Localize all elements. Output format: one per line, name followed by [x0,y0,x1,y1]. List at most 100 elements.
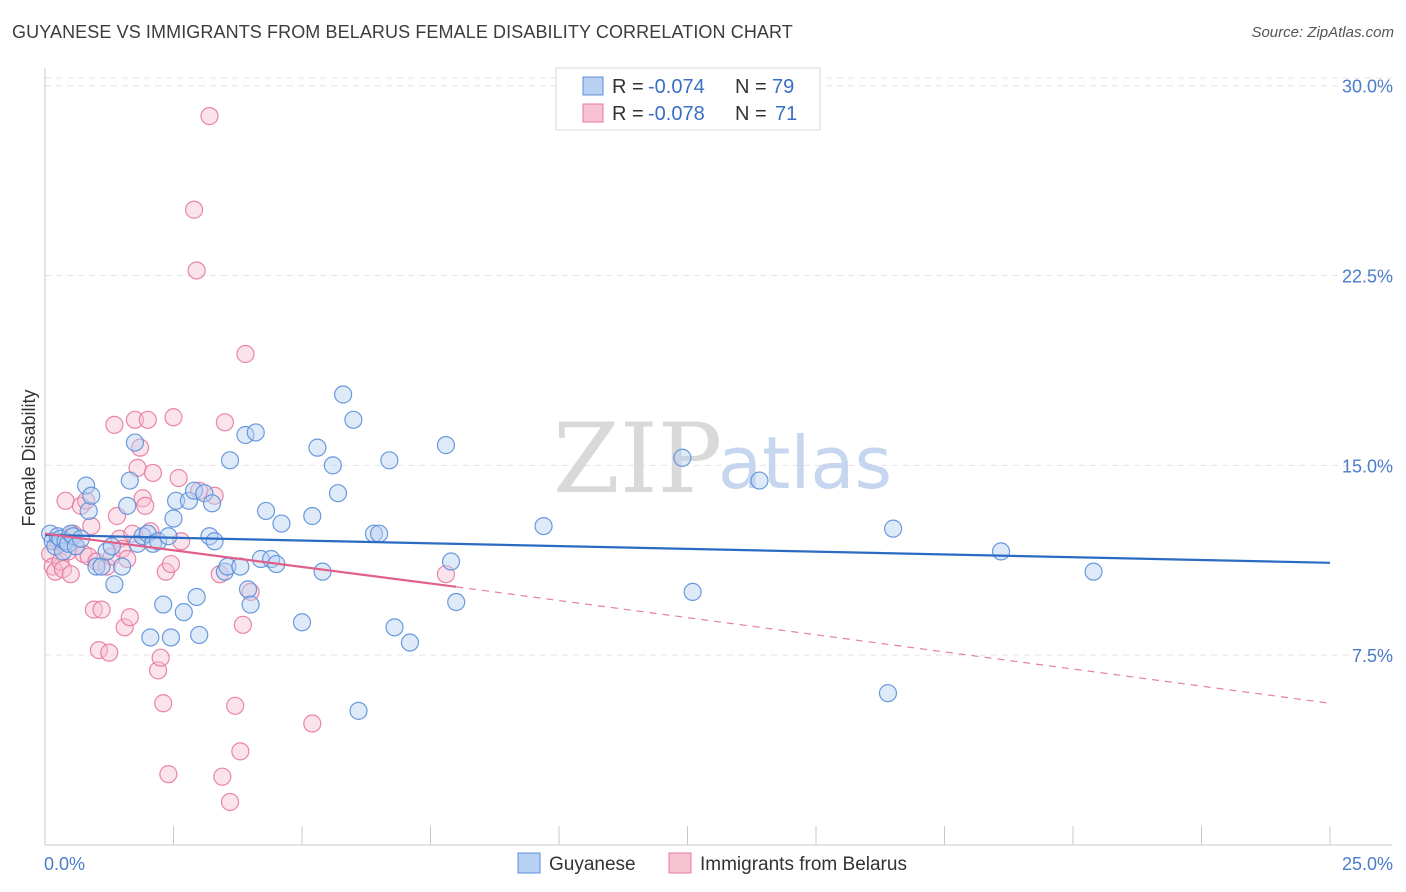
guyanese-point-51 [246,423,265,442]
guyanese-point-81 [1084,562,1103,581]
guyanese-point-71 [436,436,456,455]
belarus-point-40 [151,648,170,667]
guyanese-point-16 [92,557,111,576]
watermark-atlas: atlas [718,421,892,505]
y-tick-label-1: 15.0% [1342,456,1393,476]
guyanese-point-62 [328,484,348,503]
legend-swatch-belarus [582,103,604,123]
trend-lines [44,532,1331,704]
x-ticks [44,826,1331,845]
x-tick-label-max: 25.0% [1342,854,1393,874]
bottom-legend-label-belarus: Immigrants from Belarus [700,854,907,875]
guyanese-trend-line [44,533,1331,564]
guyanese-point-53 [256,501,276,521]
guyanese-point-70 [400,633,420,652]
belarus-point-56 [220,792,240,812]
belarus-point-36 [138,410,157,429]
guyanese-point-65 [349,701,368,720]
guyanese-point-39 [190,625,209,645]
belarus-point-61 [241,582,260,602]
belarus-point-44 [161,554,181,574]
belarus-point-27 [115,618,134,637]
x-tick-label-min: 0.0% [44,854,85,874]
guyanese-point-63 [334,385,353,404]
belarus-point-59 [233,615,252,634]
guyanese-point-27 [141,628,160,647]
belarus-point-43 [159,765,178,784]
guyanese-point-72 [441,552,461,571]
y-axis-label: Female Disability [19,389,39,526]
belarus-trend-line [44,532,457,588]
guyanese-point-57 [292,613,312,632]
belarus-point-60 [236,344,255,364]
belarus-point-38 [143,463,163,483]
belarus-point-23 [105,415,124,434]
legend-swatch-guyanese [582,76,604,96]
legend-n-label-belarus: N = [735,103,767,125]
guyanese-point-73 [447,592,466,612]
legend-r-label-belarus: R = [612,103,644,125]
guyanese-point-13 [79,501,98,521]
y-tick-label-2: 22.5% [1342,267,1393,287]
guyanese-point-77 [750,471,769,490]
belarus-point-53 [210,565,229,584]
legend-n-label-guyanese: N = [735,76,767,98]
y-tick-labels: 7.5% 15.0% 22.5% 30.0% [1342,77,1393,666]
belarus-point-21 [100,643,119,662]
guyanese-point-36 [179,491,199,510]
belarus-point-35 [136,496,155,515]
y-tick-label-0: 7.5% [1352,646,1393,666]
guyanese-point-35 [174,603,193,622]
guyanese-point-21 [118,496,137,515]
guyanese-point-20 [112,557,132,576]
belarus-point-33 [130,438,150,457]
guyanese-point-76 [683,582,702,602]
guyanese-point-56 [272,514,291,533]
guyanese-point-67 [370,524,389,543]
guyanese-point-22 [120,471,139,490]
guyanese-point-60 [313,562,332,581]
guyanese-point-34 [166,491,186,510]
belarus-point-51 [200,106,219,126]
guyanese-point-23 [125,433,145,452]
guyanese-point-79 [883,519,903,538]
legend-r-value-belarus: -0.078 [648,103,705,125]
guyanese-point-32 [161,628,181,647]
belarus-point-46 [169,468,188,488]
guyanese-point-41 [200,527,219,546]
guyanese-point-69 [385,618,404,637]
guyanese-point-18 [102,537,121,556]
guyanese-point-75 [673,448,692,467]
y-tick-label-3: 30.0% [1342,77,1393,97]
belarus-point-15 [82,517,101,536]
belarus-point-41 [154,694,173,713]
belarus-trend-line-extension [456,586,1331,704]
belarus-point-54 [213,767,232,786]
guyanese-point-78 [878,684,898,703]
belarus-point-49 [187,261,206,280]
guyanese-point-12 [77,476,96,495]
watermark-zip: ZIP [553,403,722,515]
belarus-point-29 [120,608,139,627]
guyanese-point-58 [303,506,322,526]
belarus-point-16 [84,600,103,619]
bottom-legend-swatch-belarus [668,852,692,874]
legend-r-label-guyanese: R = [612,76,644,98]
belarus-point-58 [231,742,250,761]
belarus-point-8 [61,565,80,584]
bottom-legend-swatch-guyanese [517,852,541,874]
belarus-point-62 [303,714,322,733]
belarus-point-55 [215,413,234,432]
top-legend: R = -0.074 N = 79 R = -0.078 N = 71 [555,67,821,131]
chart-source: Source: ZipAtlas.com [1251,24,1394,41]
guyanese-point-38 [187,587,206,607]
belarus-point-6 [56,491,75,510]
guyanese-point-74 [534,517,553,536]
guyanese-point-30 [154,595,173,614]
guyanese-point-15 [87,557,106,576]
belarus-point-31 [125,410,145,429]
legend-n-value-guyanese: 79 [772,76,794,98]
guyanese-point-31 [159,527,178,546]
series-guyanese-points [41,385,1103,720]
